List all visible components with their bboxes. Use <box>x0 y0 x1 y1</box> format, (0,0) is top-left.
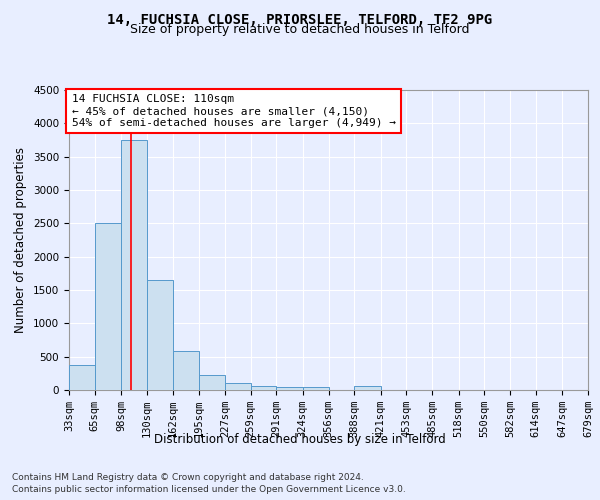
Text: Contains public sector information licensed under the Open Government Licence v3: Contains public sector information licen… <box>12 485 406 494</box>
Bar <box>95 224 121 390</box>
Bar <box>147 280 173 390</box>
Bar <box>173 350 199 390</box>
Bar <box>225 382 251 390</box>
Text: 14, FUCHSIA CLOSE, PRIORSLEE, TELFORD, TF2 9PG: 14, FUCHSIA CLOSE, PRIORSLEE, TELFORD, T… <box>107 12 493 26</box>
Text: 14 FUCHSIA CLOSE: 110sqm
← 45% of detached houses are smaller (4,150)
54% of sem: 14 FUCHSIA CLOSE: 110sqm ← 45% of detach… <box>71 94 395 128</box>
Bar <box>354 386 381 390</box>
Text: Distribution of detached houses by size in Telford: Distribution of detached houses by size … <box>154 432 446 446</box>
Text: Size of property relative to detached houses in Telford: Size of property relative to detached ho… <box>130 22 470 36</box>
Bar <box>121 140 147 390</box>
Bar <box>303 386 329 390</box>
Bar <box>251 386 276 390</box>
Bar <box>199 375 225 390</box>
Bar <box>69 366 95 390</box>
Y-axis label: Number of detached properties: Number of detached properties <box>14 147 28 333</box>
Bar <box>276 386 303 390</box>
Text: Contains HM Land Registry data © Crown copyright and database right 2024.: Contains HM Land Registry data © Crown c… <box>12 472 364 482</box>
